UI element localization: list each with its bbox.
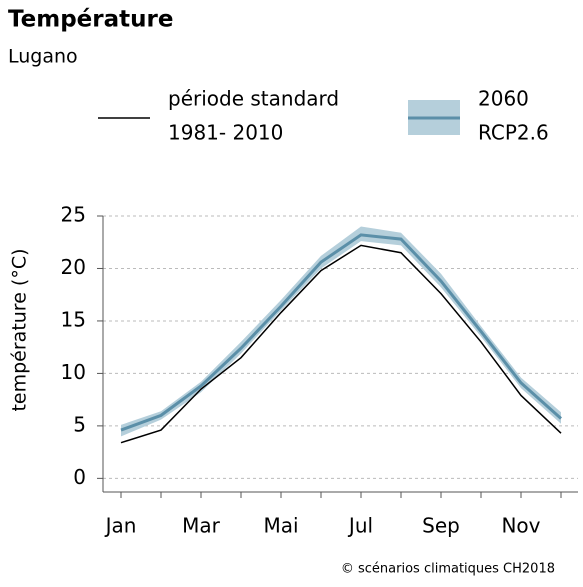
- y-tick-label: 20: [61, 255, 86, 279]
- x-tick-label: Sep: [422, 514, 460, 538]
- x-tick-label: Jul: [347, 514, 373, 538]
- credit: © scénarios climatiques CH2018: [341, 562, 555, 577]
- x-tick-label: Jan: [104, 514, 137, 538]
- x-tick-label: Mar: [182, 514, 221, 538]
- legend-label: 1981- 2010: [168, 121, 283, 145]
- y-tick-label: 0: [73, 465, 86, 489]
- legend-label: RCP2.6: [478, 121, 549, 145]
- legend-label: période standard: [168, 87, 339, 111]
- y-tick-label: 10: [61, 360, 86, 384]
- x-tick-label: Nov: [501, 514, 540, 538]
- x-tick-label: Mai: [263, 514, 298, 538]
- band: [121, 226, 561, 437]
- chart-subtitle: Lugano: [8, 46, 78, 68]
- line: [120, 244, 562, 444]
- y-axis-label: température (°C): [9, 248, 31, 411]
- y-tick-label: 5: [73, 412, 86, 436]
- y-tick-label: 25: [61, 203, 86, 227]
- line: [120, 233, 562, 432]
- y-tick-label: 15: [61, 307, 86, 331]
- chart-title: Température: [8, 7, 173, 33]
- legend-label: 2060: [478, 87, 529, 111]
